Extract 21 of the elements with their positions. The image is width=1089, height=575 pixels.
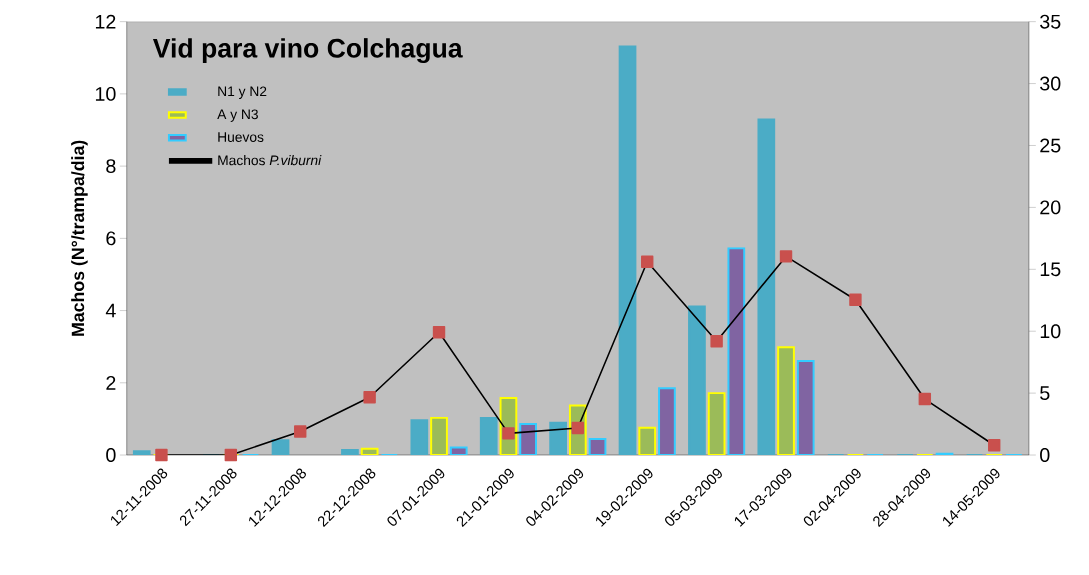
y2-tick-label: 0: [1040, 447, 1050, 462]
legend-label: A y N3: [217, 109, 258, 122]
text: Vid para vino Colchagua: [152, 38, 463, 63]
y-tick-label: 10: [95, 86, 116, 101]
y-tick-label: 2: [106, 375, 116, 390]
y2-tick-label: 15: [1040, 262, 1061, 277]
y-tick-label: 0: [106, 447, 116, 462]
y-axis-title: Machos (N°/trampa/dia): [71, 140, 88, 336]
legend-label: Machos P.viburni: [218, 155, 322, 166]
y-tick-label: 4: [105, 303, 116, 318]
legend-label: Huevos: [218, 132, 264, 142]
y2-tick-label: 35: [1040, 14, 1061, 29]
y2-tick-label: 30: [1040, 76, 1061, 91]
y-tick-label: 12: [95, 14, 116, 29]
y-tick-label: 8: [106, 159, 116, 173]
y2-tick-label: 10: [1040, 324, 1061, 339]
y2-tick-label: 25: [1040, 138, 1061, 153]
y-tick-label: 6: [106, 231, 116, 246]
legend-label: N1 y N2: [218, 86, 267, 99]
y2-tick-label: 5: [1040, 386, 1050, 400]
y2-tick-label: 20: [1040, 200, 1061, 215]
